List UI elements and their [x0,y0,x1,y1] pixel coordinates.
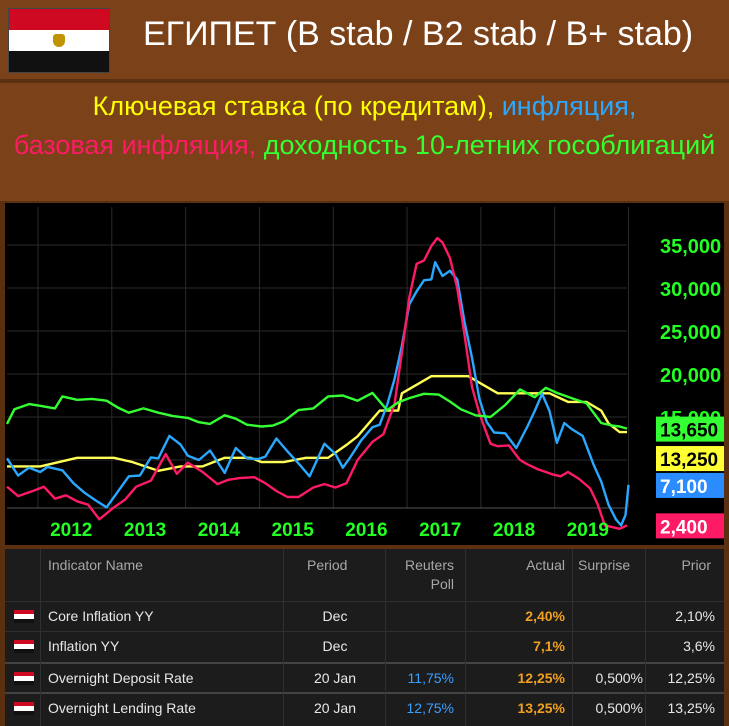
poll-cell: 11,75% [407,670,454,686]
actual-cell: 7,1% [533,638,565,654]
actual-cell: 12,25% [517,670,565,686]
column-separator [645,549,646,726]
prior-cell: 2,10% [675,608,715,624]
subtitle-core-inflation: базовая инфляция, [13,130,264,160]
line-chart: 10,00015,00020,00025,00030,00035,0002012… [5,203,724,545]
table-row: Overnight Deposit Rate 20 Jan 11,75% 12,25%… [5,662,724,693]
page-title: ЕГИПЕТ (B stab / B2 stab / B+ stab) [143,15,694,53]
y-tick-label: 30,000 [660,279,721,301]
indicator-table: Indicator Name Period Reuters Poll Actua… [5,549,724,726]
egypt-flag-icon [14,672,34,685]
last-value-box [656,416,724,442]
prior-cell: 12,25% [667,670,715,686]
header-period: Period [307,557,348,573]
egypt-flag-icon [8,8,110,73]
period-cell: Dec [322,638,348,654]
subtitle-bond-yield: доходность 10-летних гособлигаций [263,130,716,160]
column-separator [572,549,573,726]
last-value-box [656,446,724,472]
prior-cell: 3,6% [683,638,715,654]
header-bar: ЕГИПЕТ (B stab / B2 stab / B+ stab) [0,0,729,79]
last-value-label: 2,400 [660,517,708,538]
series-line-bond_yield_10y [5,386,628,430]
table-header-row: Indicator Name Period Reuters Poll Actua… [5,549,724,601]
subtitle-inflation: инфляция, [501,91,637,121]
egypt-flag-icon [14,702,34,715]
series-line-key_rate [7,375,627,472]
actual-cell: 2,40% [525,608,565,624]
header-surprise: Surprise [578,557,631,573]
x-tick-label: 2015 [272,520,315,541]
y-tick-label: 20,000 [660,365,721,387]
poll-cell: 12,75% [406,700,454,716]
header-poll-line2: Poll [430,576,454,592]
egypt-flag-icon [14,640,34,653]
x-tick-label: 2012 [50,520,92,541]
y-tick-label: 35,000 [660,236,721,258]
column-separator [385,549,386,726]
column-separator [465,549,466,726]
actual-cell: 13,25% [517,700,565,716]
surprise-cell: 0,500% [595,670,643,686]
series-line-inflation [5,261,630,527]
surprise-cell: 0,500% [595,700,643,716]
table-row: Core Inflation YY Dec 2,40% 2,10% [5,601,724,631]
header-actual: Actual [526,557,565,573]
table-row: Inflation YY Dec 7,1% 3,6% [5,631,724,661]
header-prior: Prior [681,557,711,573]
x-tick-label: 2019 [567,520,609,541]
last-value-label: 13,250 [660,450,718,471]
x-tick-label: 2013 [124,520,166,541]
indicator-name-cell: Inflation YY [48,638,120,654]
indicator-name-cell: Overnight Lending Rate [48,700,196,716]
y-tick-label: 25,000 [660,322,721,344]
prior-cell: 13,25% [667,700,715,716]
indicator-name-cell: Core Inflation YY [48,608,154,624]
period-cell: Dec [322,608,348,624]
x-tick-label: 2017 [419,520,461,541]
last-value-box [656,472,724,498]
period-cell: 20 Jan [313,670,357,686]
subtitle-key-rate: Ключевая ставка (по кредитам), [92,91,502,121]
x-tick-label: 2014 [198,520,241,541]
period-cell: 20 Jan [313,700,357,716]
x-tick-label: 2018 [493,520,535,541]
column-separator [283,549,284,726]
header-indicator-name: Indicator Name [48,557,143,573]
series-line-core_inflation [6,236,628,530]
last-value-label: 7,100 [660,477,708,498]
last-value-label: 13,650 [660,421,718,442]
column-separator [40,549,41,726]
header-poll-line1: Reuters [404,557,454,573]
last-value-box [656,513,724,539]
egypt-flag-icon [14,610,34,623]
x-tick-label: 2016 [345,520,387,541]
indicator-name-cell: Overnight Deposit Rate [48,670,194,686]
table-row: Overnight Lending Rate 20 Jan 12,75% 13,25%… [5,692,724,723]
chart-subtitle: Ключевая ставка (по кредитам), инфляция,… [0,83,729,201]
